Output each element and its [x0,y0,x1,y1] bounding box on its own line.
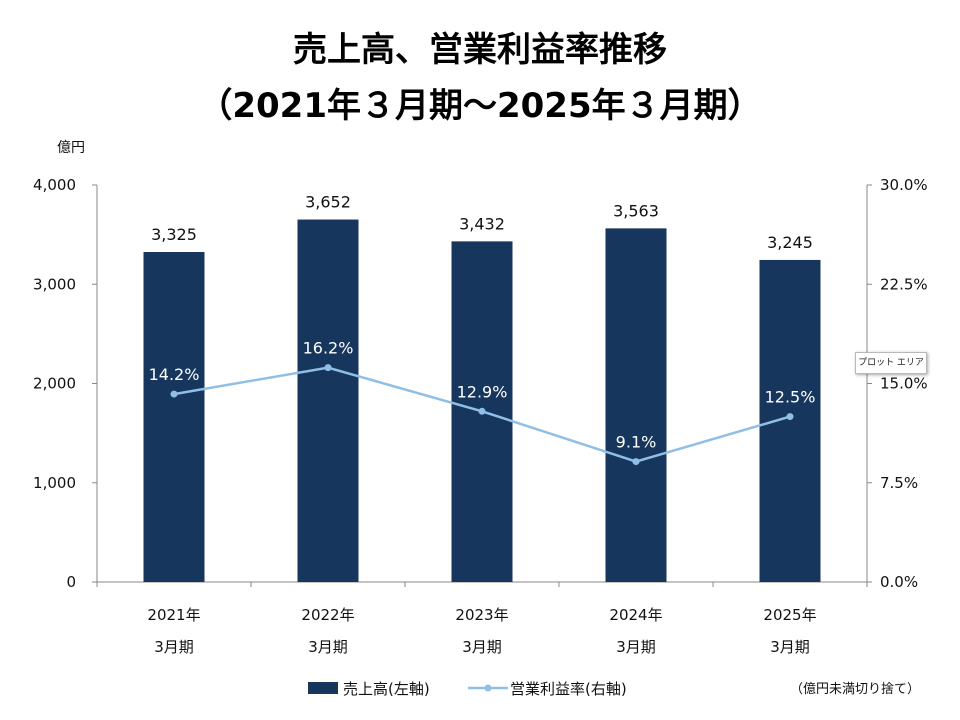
category-year-label: 2025年 [763,606,816,624]
revenue-value-label: 3,563 [613,201,659,220]
category-period-label: 3月期 [308,638,348,656]
category-year-label: 2022年 [301,606,354,624]
category-period-label: 3月期 [616,638,656,656]
profit-rate-point [324,364,332,372]
legend-bar-label: 売上高(左軸) [343,680,430,698]
category-period-label: 3月期 [462,638,502,656]
legend: 売上高(左軸) 営業利益率(右軸) [308,680,627,698]
category-period-label: 3月期 [154,638,194,656]
revenue-value-label: 3,432 [459,214,505,233]
profit-rate-point [478,407,486,415]
profit-rate-point [786,413,794,421]
plot-area-tooltip: プロット エリア [855,352,927,374]
revenue-bar [759,259,821,582]
revenue-value-label: 3,652 [305,193,351,212]
revenue-value-label: 3,325 [151,225,197,244]
right-tick-label: 15.0% [880,375,928,393]
profit-rate-value-label: 16.2% [303,339,354,358]
category-year-label: 2024年 [609,606,662,624]
revenue-bar [297,219,359,582]
category-labels: 2021年 3月期 2022年 3月期 2023年 3月期 2024年 3月期 2025年 3月期 [147,606,816,656]
data-labels: 3,325 3,652 3,432 3,563 3,245 14.2% 16.2% 12.9%… [149,193,816,452]
revenue-bar [143,251,205,582]
legend-line-label: 営業利益率(右軸) [510,680,627,698]
profit-rate-point [170,390,178,398]
profit-rate-point [632,458,640,466]
bars [143,219,821,582]
legend-bar-swatch [308,682,338,694]
category-year-label: 2023年 [455,606,508,624]
axes: 0 1,000 2,000 3,000 4,000 0.0% 7.5% 15.0% 22.5% 3… [33,176,928,591]
profit-rate-value-label: 12.9% [457,382,508,401]
chart-title-line1: 売上高、営業利益率推移 [293,30,667,70]
left-tick-label: 1,000 [33,474,76,492]
revenue-value-label: 3,245 [767,233,813,252]
legend-line-marker [484,684,492,692]
profit-rate-value-label: 9.1% [616,433,657,452]
right-tick-label: 7.5% [880,474,918,492]
profit-rate-line [170,364,794,466]
category-period-label: 3月期 [770,638,810,656]
category-year-label: 2021年 [147,606,200,624]
right-tick-label: 0.0% [880,573,918,591]
right-tick-label: 30.0% [880,176,928,194]
left-axis-unit: 億円 [57,140,85,156]
chart-title-line2: （2021年３月期～2025年３月期） [198,86,762,126]
left-tick-label: 3,000 [33,275,76,293]
right-tick-label: 22.5% [880,275,928,293]
profit-rate-value-label: 14.2% [149,365,200,384]
left-tick-label: 4,000 [33,176,76,194]
profit-rate-value-label: 12.5% [765,388,816,407]
left-tick-label: 0 [66,573,76,591]
revenue-bar [605,228,667,582]
left-tick-label: 2,000 [33,375,76,393]
footnote: （億円未満切り捨て） [790,681,920,697]
